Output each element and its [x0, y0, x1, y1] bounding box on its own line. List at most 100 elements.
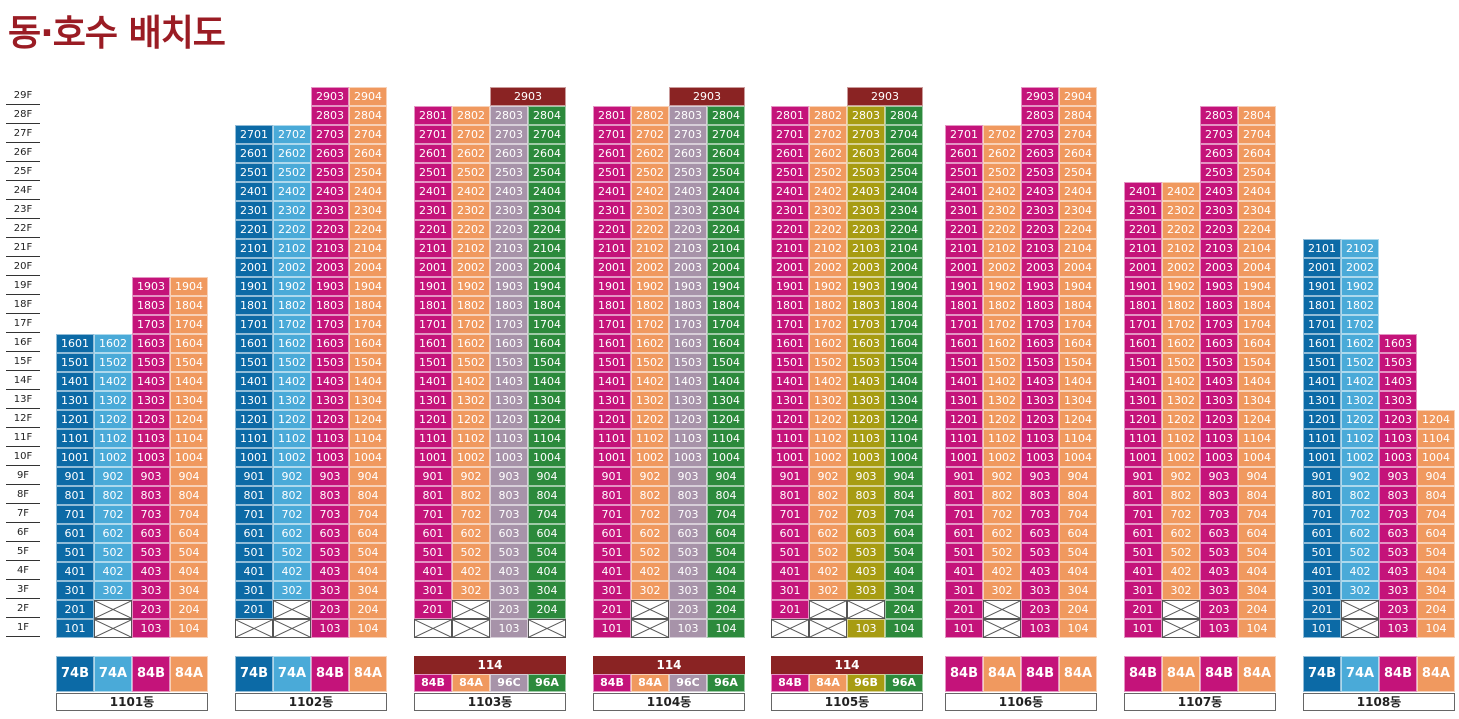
unit-cell[interactable]: 1504 [349, 353, 387, 372]
unit-cell[interactable]: 2002 [983, 258, 1021, 277]
unit-cell[interactable]: 504 [1059, 543, 1097, 562]
unit-cell[interactable]: 2501 [414, 163, 452, 182]
unit-cell[interactable]: 1402 [809, 372, 847, 391]
unit-cell[interactable]: 1901 [235, 277, 273, 296]
unit-cell[interactable]: 1403 [669, 372, 707, 391]
unit-cell[interactable]: 502 [983, 543, 1021, 562]
unit-cell[interactable]: 1201 [771, 410, 809, 429]
unit-cell[interactable]: 2701 [945, 125, 983, 144]
unit-cell[interactable]: 2704 [1059, 125, 1097, 144]
unit-cell[interactable]: 1603 [490, 334, 528, 353]
unit-cell[interactable]: 1203 [311, 410, 349, 429]
unit-cell[interactable]: 2603 [847, 144, 885, 163]
unit-cell[interactable]: 1602 [631, 334, 669, 353]
unit-cell[interactable]: 702 [273, 505, 311, 524]
unit-cell[interactable]: 1803 [311, 296, 349, 315]
unit-cell[interactable]: 1104 [1417, 429, 1455, 448]
unit-cell[interactable]: 1301 [1124, 391, 1162, 410]
unit-cell[interactable]: 304 [1417, 581, 1455, 600]
unit-cell[interactable]: 504 [707, 543, 745, 562]
unit-cell[interactable]: 303 [1379, 581, 1417, 600]
unit-cell[interactable]: 901 [235, 467, 273, 486]
unit-cell[interactable]: 404 [528, 562, 566, 581]
unit-cell[interactable]: 1201 [56, 410, 94, 429]
unit-cell[interactable]: 704 [528, 505, 566, 524]
unit-cell[interactable]: 1504 [528, 353, 566, 372]
unit-cell[interactable]: 1201 [1303, 410, 1341, 429]
unit-cell[interactable]: 2803 [669, 106, 707, 125]
unit-cell[interactable]: 2103 [1200, 239, 1238, 258]
unit-cell[interactable]: 502 [273, 543, 311, 562]
unit-cell[interactable]: 2201 [1124, 220, 1162, 239]
unit-cell[interactable]: 301 [414, 581, 452, 600]
unit-cell[interactable]: 801 [593, 486, 631, 505]
unit-cell[interactable]: 2002 [809, 258, 847, 277]
unit-cell[interactable]: 203 [132, 600, 170, 619]
unit-cell[interactable]: 503 [847, 543, 885, 562]
unit-cell[interactable]: 1804 [707, 296, 745, 315]
unit-cell[interactable]: 404 [885, 562, 923, 581]
unit-cell[interactable]: 501 [1124, 543, 1162, 562]
unit-cell[interactable]: 2204 [885, 220, 923, 239]
unit-cell[interactable]: 1101 [414, 429, 452, 448]
unit-cell[interactable]: 501 [593, 543, 631, 562]
unit-cell[interactable]: 1403 [1021, 372, 1059, 391]
unit-cell[interactable]: 301 [945, 581, 983, 600]
unit-cell[interactable]: 1602 [1341, 334, 1379, 353]
unit-cell[interactable]: 702 [94, 505, 132, 524]
unit-cell[interactable]: 902 [273, 467, 311, 486]
unit-cell[interactable]: 2904 [1059, 87, 1097, 106]
unit-cell[interactable]: 1204 [1059, 410, 1097, 429]
unit-cell[interactable]: 1503 [1379, 353, 1417, 372]
unit-cell[interactable]: 401 [593, 562, 631, 581]
unit-cell[interactable]: 204 [885, 600, 923, 619]
unit-cell[interactable]: 1701 [414, 315, 452, 334]
unit-cell[interactable]: 502 [452, 543, 490, 562]
unit-cell[interactable]: 2801 [414, 106, 452, 125]
unit-cell[interactable]: 1001 [235, 448, 273, 467]
unit-cell[interactable]: 1802 [273, 296, 311, 315]
unit-cell[interactable]: 2104 [707, 239, 745, 258]
unit-cell[interactable]: 201 [56, 600, 94, 619]
unit-cell[interactable]: 104 [1238, 619, 1276, 638]
unit-cell[interactable]: 903 [1200, 467, 1238, 486]
unit-cell[interactable]: 1503 [132, 353, 170, 372]
unit-cell[interactable]: 1104 [528, 429, 566, 448]
unit-cell[interactable]: 802 [1162, 486, 1200, 505]
unit-cell[interactable]: 902 [1162, 467, 1200, 486]
unit-cell[interactable]: 704 [1417, 505, 1455, 524]
unit-cell[interactable]: 103 [132, 619, 170, 638]
unit-cell[interactable]: 2203 [490, 220, 528, 239]
unit-cell[interactable]: 1703 [132, 315, 170, 334]
unit-cell[interactable]: 103 [490, 619, 528, 638]
unit-cell[interactable]: 1001 [1303, 448, 1341, 467]
unit-cell[interactable]: 1404 [349, 372, 387, 391]
unit-cell[interactable]: 301 [593, 581, 631, 600]
unit-cell[interactable]: 2201 [414, 220, 452, 239]
unit-cell[interactable]: 904 [707, 467, 745, 486]
unit-cell[interactable]: 1203 [132, 410, 170, 429]
unit-cell[interactable]: 401 [945, 562, 983, 581]
unit-cell[interactable]: 1903 [132, 277, 170, 296]
unit-cell[interactable]: 402 [273, 562, 311, 581]
unit-cell[interactable]: 1101 [593, 429, 631, 448]
unit-cell[interactable]: 1304 [528, 391, 566, 410]
unit-cell[interactable]: 2703 [1200, 125, 1238, 144]
unit-cell[interactable]: 1502 [1341, 353, 1379, 372]
unit-cell[interactable]: 1503 [669, 353, 707, 372]
unit-cell[interactable]: 2402 [273, 182, 311, 201]
unit-cell[interactable]: 2402 [452, 182, 490, 201]
unit-cell[interactable]: 203 [490, 600, 528, 619]
unit-cell[interactable]: 403 [132, 562, 170, 581]
unit-cell[interactable]: 1603 [132, 334, 170, 353]
unit-cell[interactable]: 1101 [945, 429, 983, 448]
unit-cell[interactable]: 1102 [452, 429, 490, 448]
unit-cell[interactable]: 1404 [1059, 372, 1097, 391]
unit-cell[interactable]: 1504 [1059, 353, 1097, 372]
unit-cell[interactable]: 503 [669, 543, 707, 562]
unit-cell[interactable]: 601 [593, 524, 631, 543]
unit-cell[interactable]: 403 [490, 562, 528, 581]
unit-cell[interactable]: 1501 [56, 353, 94, 372]
unit-cell[interactable]: 2201 [945, 220, 983, 239]
unit-cell[interactable]: 2002 [273, 258, 311, 277]
